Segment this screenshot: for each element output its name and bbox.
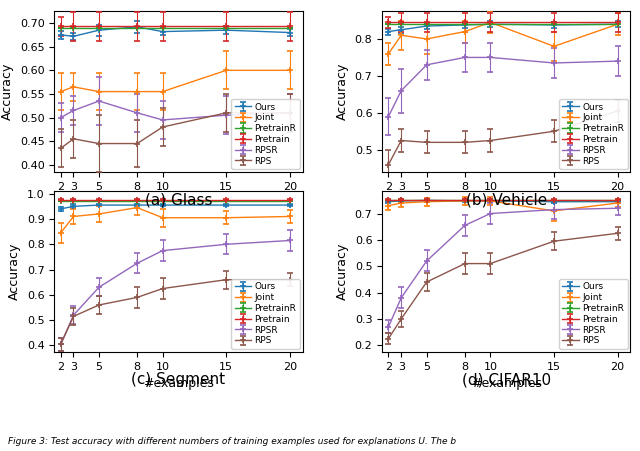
Text: (d) CIFAR10: (d) CIFAR10 bbox=[461, 372, 551, 387]
Y-axis label: Accuracy: Accuracy bbox=[336, 243, 349, 300]
Legend: Ours, Joint, PretrainR, Pretrain, RPSR, RPS: Ours, Joint, PretrainR, Pretrain, RPSR, … bbox=[559, 279, 628, 349]
Text: Figure 3: Test accuracy with different numbers of training examples used for exp: Figure 3: Test accuracy with different n… bbox=[8, 437, 456, 446]
Text: (a) Glass: (a) Glass bbox=[145, 192, 212, 207]
Text: (c) Segment: (c) Segment bbox=[131, 372, 226, 387]
X-axis label: #examples: #examples bbox=[471, 197, 541, 210]
Legend: Ours, Joint, PretrainR, Pretrain, RPSR, RPS: Ours, Joint, PretrainR, Pretrain, RPSR, … bbox=[231, 279, 300, 349]
Y-axis label: Accuracy: Accuracy bbox=[1, 63, 14, 120]
Y-axis label: Accuracy: Accuracy bbox=[8, 243, 21, 300]
Y-axis label: Accuracy: Accuracy bbox=[336, 63, 349, 120]
X-axis label: #examples: #examples bbox=[471, 377, 541, 390]
Legend: Ours, Joint, PretrainR, Pretrain, RPSR, RPS: Ours, Joint, PretrainR, Pretrain, RPSR, … bbox=[231, 99, 300, 169]
X-axis label: #examples: #examples bbox=[143, 197, 214, 210]
Text: (b) Vehicle: (b) Vehicle bbox=[466, 192, 547, 207]
Legend: Ours, Joint, PretrainR, Pretrain, RPSR, RPS: Ours, Joint, PretrainR, Pretrain, RPSR, … bbox=[559, 99, 628, 169]
X-axis label: #examples: #examples bbox=[143, 377, 214, 390]
